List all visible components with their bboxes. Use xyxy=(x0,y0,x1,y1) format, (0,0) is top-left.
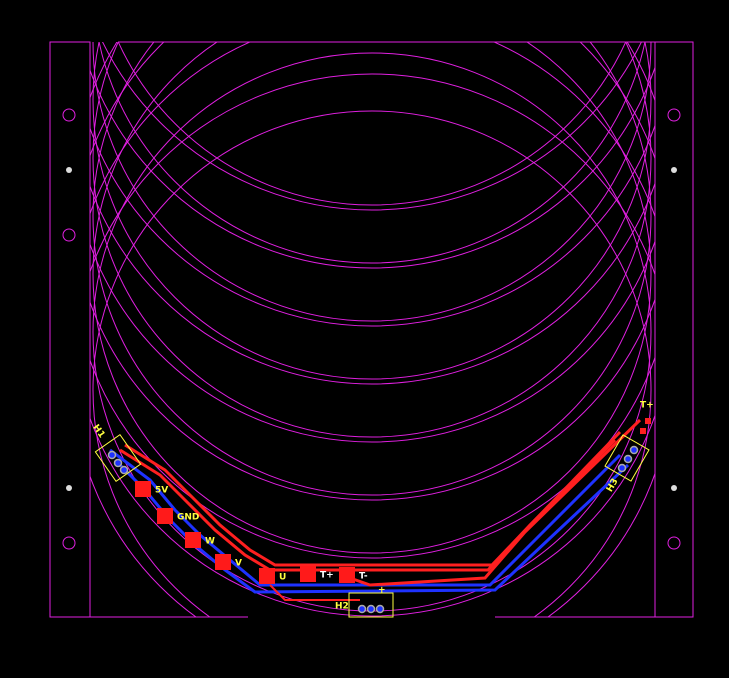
small-pads xyxy=(640,418,651,434)
component-label: H2 xyxy=(335,602,349,612)
slot-arc xyxy=(90,42,655,559)
pin-mark: + xyxy=(378,586,386,596)
slot-arc xyxy=(92,42,652,496)
pad xyxy=(300,566,316,582)
pad xyxy=(215,554,231,570)
slot-arc xyxy=(92,42,652,380)
pad-label: GND xyxy=(177,513,199,523)
pad xyxy=(185,532,201,548)
slot-arc xyxy=(90,42,655,617)
slot-arc xyxy=(98,42,646,264)
board-outline xyxy=(49,41,694,618)
pad-label: W xyxy=(205,537,215,547)
connector-outlines xyxy=(94,433,650,618)
slot-arc xyxy=(90,123,655,327)
slot-arc xyxy=(92,42,652,438)
pad-label: T+ xyxy=(320,571,334,581)
connector-pins xyxy=(107,445,639,614)
pad xyxy=(339,567,355,583)
pad xyxy=(135,481,151,497)
slot-arc xyxy=(90,181,655,385)
pad xyxy=(259,568,275,584)
slot-arc xyxy=(117,42,627,206)
slot-arc xyxy=(92,42,652,554)
slot-arc xyxy=(90,42,655,443)
pad-label: 5V xyxy=(155,486,168,496)
pad-label: T- xyxy=(359,572,368,582)
slot-arc xyxy=(90,65,655,269)
slot-arc xyxy=(90,42,655,501)
pads: 5V GND W V U T+ T- xyxy=(135,481,368,584)
pad-label: U xyxy=(279,573,286,583)
pad-label: V xyxy=(235,559,242,569)
pad xyxy=(157,508,173,524)
pin-mark: T+ xyxy=(640,401,654,411)
slot-arc xyxy=(102,42,642,211)
slot-arc xyxy=(90,73,655,617)
slot-arc xyxy=(92,110,652,617)
slot-arc xyxy=(92,42,652,322)
drill-dots xyxy=(66,167,677,491)
